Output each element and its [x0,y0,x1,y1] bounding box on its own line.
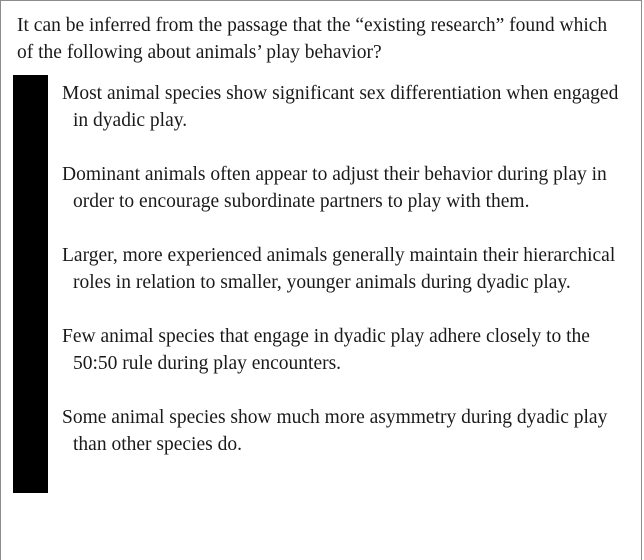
answer-choice-d[interactable]: Few animal species that engage in dyadic… [62,326,590,374]
answer-choice-a[interactable]: Most animal species show significant sex… [62,83,619,131]
answer-choice-c[interactable]: Larger, more experienced animals general… [62,245,616,293]
question-stem: It can be inferred from the passage that… [17,15,608,63]
answer-choice-b[interactable]: Dominant animals often appear to adjust … [62,164,607,212]
answer-choice-e[interactable]: Some animal species show much more asymm… [62,407,608,455]
answer-choices: Most animal species show significant sex… [62,80,622,458]
answer-choices-bar [13,75,48,493]
